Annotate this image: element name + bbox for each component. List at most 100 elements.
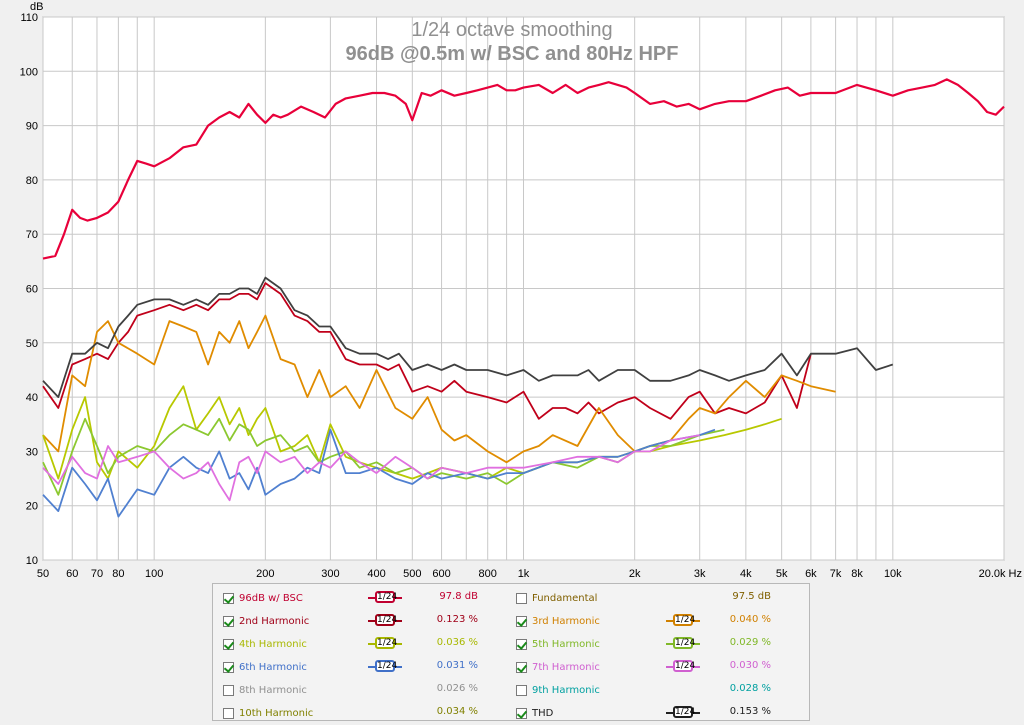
legend-checkbox[interactable] xyxy=(223,707,234,719)
legend-checkbox[interactable] xyxy=(516,707,527,719)
legend-value: 0.031 % xyxy=(436,660,478,671)
series-line-6th-harmonic xyxy=(42,428,716,518)
grid xyxy=(42,16,1005,561)
y-tick-label: 60 xyxy=(26,284,38,296)
legend-entry: THD xyxy=(516,705,553,721)
legend-label: 10th Harmonic xyxy=(239,707,314,719)
smoothing-button[interactable]: 1/24 xyxy=(666,614,700,628)
legend-entry: 5th Harmonic xyxy=(516,636,600,652)
legend-label: 4th Harmonic xyxy=(239,638,307,650)
legend-row: 2nd Harmonic 1/24 0.123 % 3rd Harmonic 1/24 0… xyxy=(213,610,809,632)
legend-label: 8th Harmonic xyxy=(239,684,307,696)
legend-checkbox[interactable] xyxy=(516,615,527,627)
legend-label: THD xyxy=(532,707,554,719)
legend-value: 97.8 dB xyxy=(439,591,478,602)
smoothing-button[interactable]: 1/24 xyxy=(368,614,402,628)
x-tick-label: 6k xyxy=(805,568,817,580)
legend-entry: 96dB w/ BSC xyxy=(223,590,303,606)
legend-value: 0.034 % xyxy=(436,706,478,717)
smoothing-label: 1/24 xyxy=(673,660,696,672)
x-tick-label: 500 xyxy=(403,568,421,580)
series-line-96db-w-bsc xyxy=(42,78,1005,260)
legend-entry: 3rd Harmonic xyxy=(516,613,600,629)
x-tick-label: 8k xyxy=(851,568,863,580)
y-tick-label: 50 xyxy=(26,338,38,350)
y-tick-label: 100 xyxy=(20,66,38,78)
x-tick-label: 5k xyxy=(776,568,788,580)
smoothing-label: 1/24 xyxy=(673,614,696,626)
x-tick-label: 400 xyxy=(367,568,385,580)
smoothing-label: 1/24 xyxy=(673,706,696,718)
legend-checkbox[interactable] xyxy=(223,615,234,627)
legend-value: 0.036 % xyxy=(436,637,478,648)
x-tick-label: 3k xyxy=(694,568,706,580)
smoothing-button[interactable]: 1/24 xyxy=(368,637,402,651)
chart-subtitle: 96dB @0.5m w/ BSC and 80Hz HPF xyxy=(346,43,679,65)
legend-label: 7th Harmonic xyxy=(532,661,600,673)
y-tick-label: 110 xyxy=(20,12,38,24)
legend-row: 96dB w/ BSC 1/24 97.8 dB Fundamental 97.5 dB xyxy=(213,587,809,609)
x-tick-label: 70 xyxy=(91,568,103,580)
legend-entry: 2nd Harmonic xyxy=(223,613,309,629)
chart-title: 1/24 octave smoothing xyxy=(411,19,612,41)
legend-label: 3rd Harmonic xyxy=(532,615,600,627)
smoothing-button[interactable]: 1/24 xyxy=(666,660,700,674)
smoothing-button[interactable]: 1/24 xyxy=(666,706,700,720)
legend-value: 0.026 % xyxy=(436,683,478,694)
legend-label: 2nd Harmonic xyxy=(239,615,310,627)
x-tick-label: 800 xyxy=(479,568,497,580)
legend-checkbox[interactable] xyxy=(516,638,527,650)
legend-value: 0.028 % xyxy=(729,683,771,694)
legend-value: 0.153 % xyxy=(729,706,771,717)
y-axis: 10 20 30 40 50 60 70 80 90 100 110 xyxy=(20,12,38,567)
legend-checkbox[interactable] xyxy=(516,592,527,604)
legend-value: 0.030 % xyxy=(729,660,771,671)
smoothing-button[interactable]: 1/24 xyxy=(368,591,402,605)
legend-row: 4th Harmonic 1/24 0.036 % 5th Harmonic 1/24 0… xyxy=(213,633,809,655)
legend-label: 6th Harmonic xyxy=(239,661,307,673)
legend-entry: 8th Harmonic xyxy=(223,682,307,698)
x-axis: 50 60 70 80 100 200 300 400 500 600 800 1k 2k 3k 4k 5k 6… xyxy=(37,568,1022,580)
smoothing-button[interactable]: 1/24 xyxy=(666,637,700,651)
y-axis-label: dB xyxy=(30,1,43,13)
smoothing-label: 1/24 xyxy=(375,614,398,626)
chart: 10 20 30 40 50 60 70 80 90 100 110 50 60 70 80 100 200 3… xyxy=(20,1,1022,580)
y-tick-label: 40 xyxy=(26,392,38,404)
series-line-thd xyxy=(42,276,894,398)
legend-row: 10th Harmonic 0.034 % THD 1/24 0.153 % xyxy=(213,702,809,724)
y-tick-label: 80 xyxy=(26,175,38,187)
x-tick-label: 4k xyxy=(740,568,752,580)
legend-value: 0.040 % xyxy=(729,614,771,625)
y-tick-label: 30 xyxy=(26,446,38,458)
legend-label: Fundamental xyxy=(532,592,598,604)
y-tick-label: 10 xyxy=(26,555,38,567)
smoothing-button[interactable]: 1/24 xyxy=(368,660,402,674)
smoothing-label: 1/24 xyxy=(375,637,398,649)
legend-checkbox[interactable] xyxy=(516,661,527,673)
legend-checkbox[interactable] xyxy=(223,592,234,604)
legend-value: 0.029 % xyxy=(729,637,771,648)
legend-entry: Fundamental xyxy=(516,590,597,606)
legend-checkbox[interactable] xyxy=(223,661,234,673)
x-tick-label: 600 xyxy=(432,568,450,580)
legend-checkbox[interactable] xyxy=(223,684,234,696)
legend-entry: 9th Harmonic xyxy=(516,682,600,698)
legend-row: 8th Harmonic 0.026 % 9th Harmonic 0.028 % xyxy=(213,679,809,701)
x-tick-label: 1k xyxy=(518,568,530,580)
x-tick-label: 2k xyxy=(629,568,641,580)
x-tick-label: 300 xyxy=(321,568,339,580)
legend-label: 5th Harmonic xyxy=(532,638,600,650)
x-tick-label: 200 xyxy=(256,568,274,580)
legend-value: 97.5 dB xyxy=(732,591,771,602)
legend-label: 9th Harmonic xyxy=(532,684,600,696)
series-line-7th-harmonic xyxy=(42,434,700,502)
series-line-3rd-harmonic xyxy=(42,314,836,464)
smoothing-label: 1/24 xyxy=(375,660,398,672)
legend-checkbox[interactable] xyxy=(516,684,527,696)
legend-entry: 7th Harmonic xyxy=(516,659,600,675)
legend-checkbox[interactable] xyxy=(223,638,234,650)
x-tick-label: 10k xyxy=(884,568,902,580)
legend-panel: 96dB w/ BSC 1/24 97.8 dB Fundamental 97.5 dB… xyxy=(212,583,810,721)
x-tick-label: 80 xyxy=(112,568,124,580)
legend-entry: 10th Harmonic xyxy=(223,705,313,721)
